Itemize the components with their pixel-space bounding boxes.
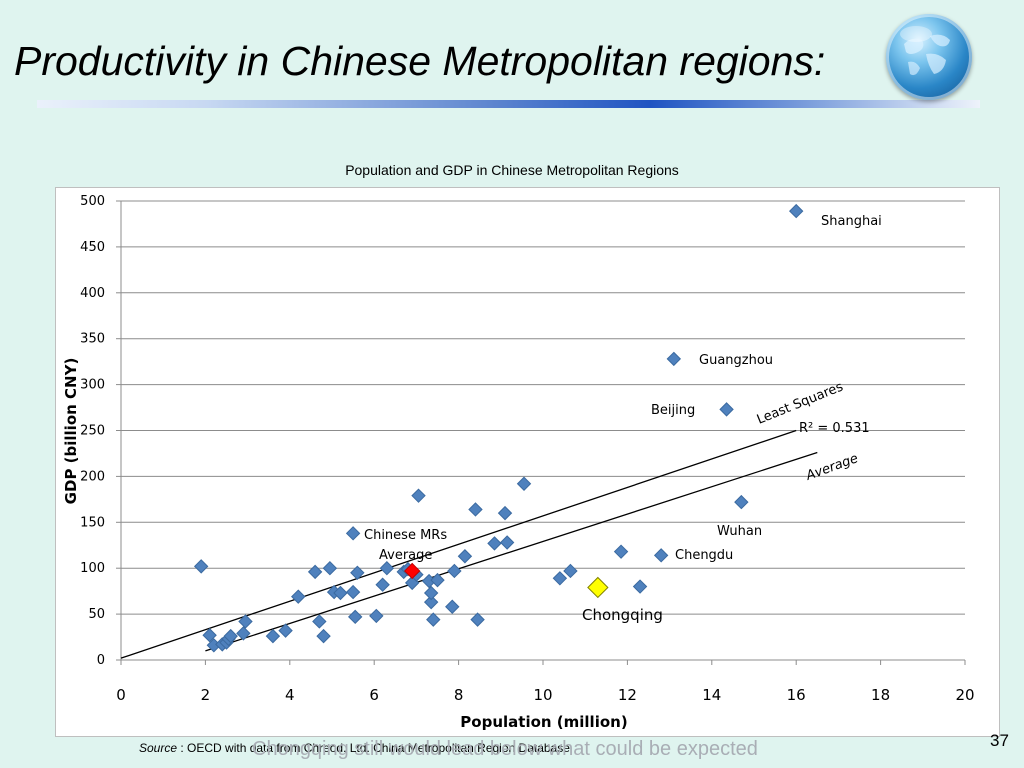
- data-point: [411, 488, 426, 503]
- annotation-chengdu: Chengdu: [675, 548, 733, 563]
- x-tick-label: 4: [285, 686, 295, 704]
- y-tick-label: 0: [97, 653, 105, 668]
- y-tick-label: 500: [80, 194, 105, 209]
- data-point: [379, 560, 395, 576]
- data-point: [788, 203, 804, 219]
- x-tick-label: 16: [787, 686, 806, 704]
- data-point: [193, 559, 209, 574]
- y-axis-label: GDP (billion CNY): [62, 358, 80, 505]
- data-point: [375, 577, 390, 592]
- x-tick-label: 12: [618, 686, 637, 704]
- data-point: [423, 585, 439, 601]
- data-point: [202, 628, 217, 643]
- data-point: [447, 563, 462, 579]
- data-point: [316, 628, 331, 644]
- y-tick-label: 50: [88, 607, 105, 622]
- x-tick-label: 0: [116, 686, 126, 704]
- source-note: Source : OECD with data from Chreod. Ltd…: [139, 741, 570, 755]
- data-point: [291, 589, 306, 604]
- data-point: [278, 623, 293, 638]
- annotation-wuhan: Wuhan: [717, 524, 762, 539]
- data-point: [457, 549, 473, 564]
- data-point: [734, 494, 749, 510]
- data-point: [430, 572, 445, 588]
- data-point: [632, 579, 648, 594]
- data-point: [348, 609, 363, 625]
- title-underline: [37, 100, 980, 108]
- y-tick-label: 450: [80, 240, 105, 255]
- page-number: 37: [990, 731, 1009, 750]
- data-point: [333, 585, 348, 601]
- x-axis-label: Population (million): [460, 713, 627, 731]
- data-point: [552, 571, 568, 586]
- data-point: [236, 626, 251, 641]
- data-point: [468, 502, 483, 517]
- y-tick-label: 100: [80, 561, 105, 576]
- annotation-guangzhou: Guangzhou: [699, 353, 773, 368]
- trend-line: [205, 451, 818, 652]
- data-point: [445, 599, 460, 614]
- data-point: [516, 476, 532, 491]
- y-tick-label: 150: [80, 515, 105, 530]
- data-point: [470, 612, 485, 627]
- gridlines: [121, 200, 965, 615]
- source-label: Source: [139, 741, 178, 755]
- trend-line: [120, 429, 797, 659]
- x-tick-label: 20: [955, 686, 974, 704]
- average-point: [403, 562, 421, 580]
- data-point: [322, 560, 338, 576]
- data-point: [345, 584, 361, 600]
- data-point: [265, 628, 281, 644]
- data-point: [499, 535, 515, 550]
- source-text: : OECD with data from Chreod. Ltd. China…: [177, 741, 570, 755]
- y-tick-label: 300: [80, 378, 105, 393]
- data-point: [426, 612, 441, 627]
- slide-title: Productivity in Chinese Metropolitan reg…: [14, 38, 826, 84]
- labels: Shanghai Guangzhou Beijing Wuhan Chengdu…: [364, 214, 882, 624]
- data-point: [238, 614, 253, 629]
- x-tick-label: 6: [369, 686, 379, 704]
- slide-subtitle: Chongqing still would lead below what co…: [252, 738, 758, 760]
- globe-icon: [886, 14, 972, 100]
- axes: 0 50 100 150 200 250 300 350 400 450 500 0 2 4 6 8 10 12 1…: [80, 194, 974, 704]
- trend-lines: [120, 429, 818, 659]
- data-point: [312, 614, 327, 629]
- data-point: [369, 608, 384, 624]
- data-point: [487, 536, 502, 551]
- data-point: [345, 526, 361, 541]
- x-tick-label: 10: [533, 686, 552, 704]
- annotation-average-line1: Chinese MRs: [364, 528, 447, 543]
- data-point: [563, 563, 578, 579]
- annotation-average-line2: Average: [379, 548, 432, 563]
- data-point: [423, 594, 439, 610]
- chongqing-point: [587, 576, 609, 599]
- x-tick-label: 18: [871, 686, 890, 704]
- x-tick-label: 8: [454, 686, 464, 704]
- y-tick-label: 200: [80, 469, 105, 484]
- y-tick-label: 400: [80, 286, 105, 301]
- data-points: [193, 203, 804, 653]
- r-squared-label: R² = 0.531: [799, 421, 870, 436]
- average-line-label: Average: [803, 451, 860, 484]
- y-tick-label: 350: [80, 332, 105, 347]
- chart-title: Population and GDP in Chinese Metropolit…: [345, 162, 679, 178]
- data-point: [613, 544, 629, 559]
- data-point: [307, 564, 323, 580]
- data-point: [223, 628, 238, 644]
- x-tick-label: 2: [201, 686, 211, 704]
- data-point: [666, 351, 682, 367]
- annotation-beijing: Beijing: [651, 403, 695, 418]
- annotation-chongqing: Chongqing: [582, 606, 663, 624]
- data-point: [350, 565, 365, 580]
- data-point: [497, 505, 513, 521]
- y-tick-label: 250: [80, 424, 105, 439]
- x-tick-label: 14: [702, 686, 721, 704]
- data-point: [653, 548, 669, 563]
- annotation-shanghai: Shanghai: [821, 214, 882, 229]
- data-point: [719, 402, 734, 417]
